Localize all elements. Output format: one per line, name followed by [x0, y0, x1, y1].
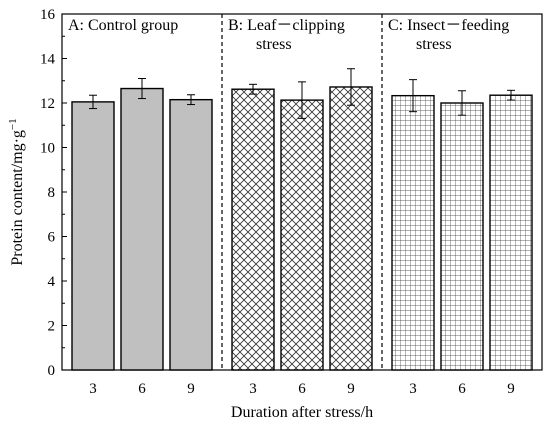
y-tick-label: 16: [40, 7, 56, 23]
y-axis: 0 2 4 6 8 10 12 14 16: [40, 7, 67, 379]
group-label-2: B: Leaf－clipping stress: [228, 17, 345, 53]
group-labels: A: Control group B: Leaf－clipping stressC:…: [68, 17, 509, 53]
x-tick-label: 6: [138, 381, 146, 397]
bar-3-9: [489, 94, 533, 371]
y-tick-label: 0: [48, 363, 56, 379]
group-label-line: stress: [416, 36, 452, 53]
y-tick-label: 6: [48, 230, 56, 246]
x-tick-label: 3: [89, 381, 97, 397]
x-tick-label: 3: [249, 381, 257, 397]
x-axis: 3 6 9 3 6 9 3 6 9: [89, 365, 515, 397]
x-tick-label: 6: [298, 381, 306, 397]
x-tick-label: 9: [507, 381, 515, 397]
bar-1-3: [71, 101, 115, 371]
y-tick-label: 4: [48, 274, 56, 290]
y-tick-label: 12: [40, 96, 55, 112]
y-axis-title: Protein content/mg·g−1: [7, 118, 26, 265]
y-tick-label: 14: [40, 52, 56, 68]
y-tick-label: 10: [40, 141, 55, 157]
bars: [71, 68, 533, 371]
y-axis-title-main: Protein content/mg·g: [9, 130, 26, 266]
group-label-line: B: Leaf－clipping: [228, 17, 345, 34]
group-label-line: C: Insect－feeding: [388, 17, 509, 34]
y-tick-label: 8: [48, 185, 56, 201]
group-label-line: A: Control group: [68, 17, 178, 34]
bar-2-3: [231, 88, 275, 371]
x-axis-title: Duration after stress/h: [231, 404, 373, 421]
bar-2-9: [329, 86, 373, 371]
y-tick-label: 2: [48, 319, 56, 335]
x-tick-label: 3: [409, 381, 417, 397]
bar-1-9: [169, 98, 213, 371]
bar-1-6: [120, 87, 164, 371]
bar-3-6: [440, 102, 484, 371]
group-label-line: stress: [256, 36, 292, 53]
x-tick-label: 9: [347, 381, 355, 397]
y-axis-title-sup: −1: [7, 118, 19, 130]
bar-3-3: [391, 94, 435, 371]
x-tick-label: 6: [458, 381, 466, 397]
x-tick-label: 9: [187, 381, 195, 397]
bar-2-6: [280, 99, 324, 371]
group-label-1: A: Control group: [68, 17, 178, 34]
group-label-3: C: Insect－feeding stress: [388, 17, 509, 53]
